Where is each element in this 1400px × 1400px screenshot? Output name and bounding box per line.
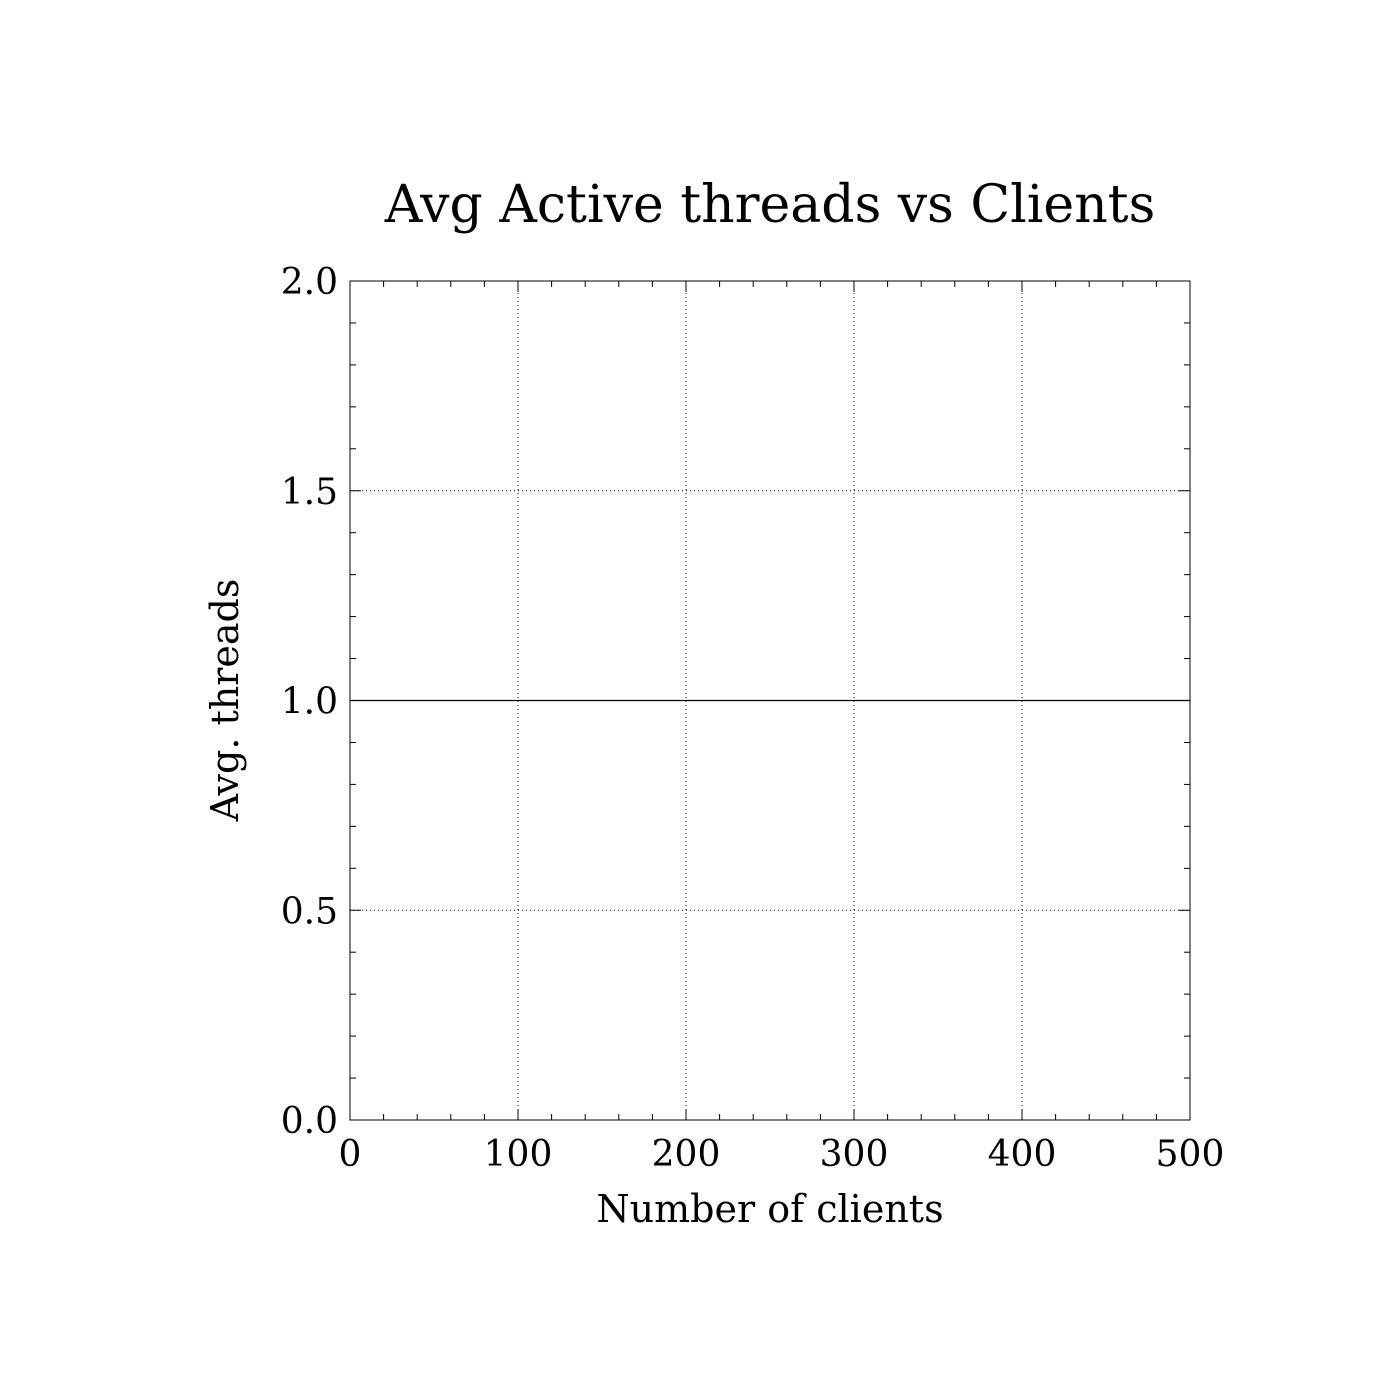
y-tick-label: 2.0: [281, 262, 338, 303]
x-tick-label: 500: [1156, 1134, 1225, 1175]
y-tick-label: 1.0: [281, 682, 338, 723]
x-tick-label: 400: [988, 1134, 1057, 1175]
plot-frame: [349, 280, 1191, 1121]
x-tick-labels: 0 100 200 300 400 500: [339, 1134, 1225, 1175]
y-tick-labels: 0.0 0.5 1.0 1.5 2.0: [281, 262, 338, 1142]
x-tick-label: 0: [339, 1134, 362, 1175]
x-axis-label: Number of clients: [596, 1187, 943, 1231]
x-tick-label: 200: [652, 1134, 721, 1175]
y-tick-label: 1.5: [281, 472, 338, 513]
chart-title: Avg Active threads vs Clients: [384, 175, 1156, 235]
x-tick-label: 100: [484, 1134, 553, 1175]
x-tick-label: 300: [820, 1134, 889, 1175]
y-axis-label: Avg. threads: [203, 579, 247, 823]
minor-ticks: [350, 281, 1190, 1120]
y-tick-label: 0.5: [281, 891, 338, 932]
y-tick-label: 0.0: [281, 1101, 338, 1142]
